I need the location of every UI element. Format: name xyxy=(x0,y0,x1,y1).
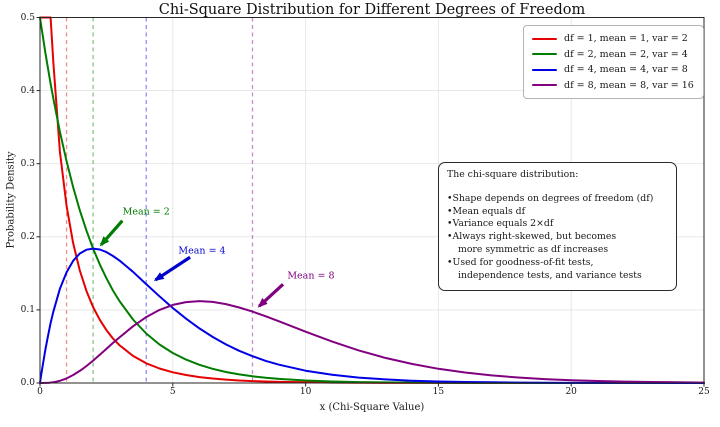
legend-line-purple-icon xyxy=(532,84,557,87)
y-tick-label: 0.3 xyxy=(20,158,35,169)
x-tick-label: 25 xyxy=(698,387,710,397)
info-box-bullet-skew: Always right-skewed, but becomes more sy… xyxy=(447,231,668,257)
legend-line-red-icon xyxy=(532,37,557,40)
legend-label-df1: df = 1, mean = 1, var = 2 xyxy=(564,33,688,45)
legend-line-green-icon xyxy=(532,53,557,56)
mean-annotation-arrow-icon xyxy=(153,255,191,282)
chart-title: Chi-Square Distribution for Different De… xyxy=(158,2,586,18)
legend-entry-df8: df = 8, mean = 8, var = 16 xyxy=(532,78,694,94)
x-tick-label: 0 xyxy=(37,387,43,397)
x-axis-label: x (Chi-Square Value) xyxy=(319,402,425,413)
legend-label-df4: df = 4, mean = 4, var = 8 xyxy=(564,64,688,76)
y-tick-label: 0.5 xyxy=(20,12,35,23)
info-box: The chi-square distribution: Shape depen… xyxy=(438,162,677,291)
axes-frame xyxy=(39,17,705,384)
mean-annotation-arrow-icon xyxy=(257,283,285,308)
legend-entry-df4: df = 4, mean = 4, var = 8 xyxy=(532,62,694,78)
x-tick-label: 15 xyxy=(432,387,445,397)
y-tick-label: 0.2 xyxy=(20,231,35,242)
y-tick-label: 0.0 xyxy=(20,378,35,388)
curve-df8 xyxy=(39,300,705,384)
x-tick-label: 10 xyxy=(299,387,312,397)
mean-annotation-label: Mean = 2 xyxy=(122,206,170,218)
info-box-bullet-uses: Used for goodness-of-fit tests, independ… xyxy=(447,257,668,283)
mean-annotation-label: Mean = 8 xyxy=(287,270,335,282)
y-tick-label: 0.1 xyxy=(20,304,35,315)
x-tick-label: 20 xyxy=(565,387,577,397)
curve-df4 xyxy=(39,247,705,384)
mean-annotation-label: Mean = 4 xyxy=(178,245,226,257)
legend-label-df8: df = 8, mean = 8, var = 16 xyxy=(564,79,694,91)
info-box-bullet-variance: Variance equals 2×df xyxy=(447,218,668,231)
info-box-heading: The chi-square distribution: xyxy=(447,169,579,180)
info-box-list: Shape depends on degrees of freedom (df)… xyxy=(447,193,668,283)
info-box-bullet-mean: Mean equals df xyxy=(447,206,668,219)
mean-annotation-arrow-icon xyxy=(99,219,124,247)
legend-label-df2: df = 2, mean = 2, var = 4 xyxy=(564,48,688,60)
legend: df = 1, mean = 1, var = 2 df = 2, mean =… xyxy=(523,25,704,99)
info-box-bullet-shape: Shape depends on degrees of freedom (df) xyxy=(447,193,668,206)
legend-line-blue-icon xyxy=(532,68,557,71)
y-tick-label: 0.4 xyxy=(20,85,35,96)
legend-entry-df1: df = 1, mean = 1, var = 2 xyxy=(532,31,694,47)
legend-entry-df2: df = 2, mean = 2, var = 4 xyxy=(532,47,694,63)
x-tick-label: 5 xyxy=(169,387,176,397)
